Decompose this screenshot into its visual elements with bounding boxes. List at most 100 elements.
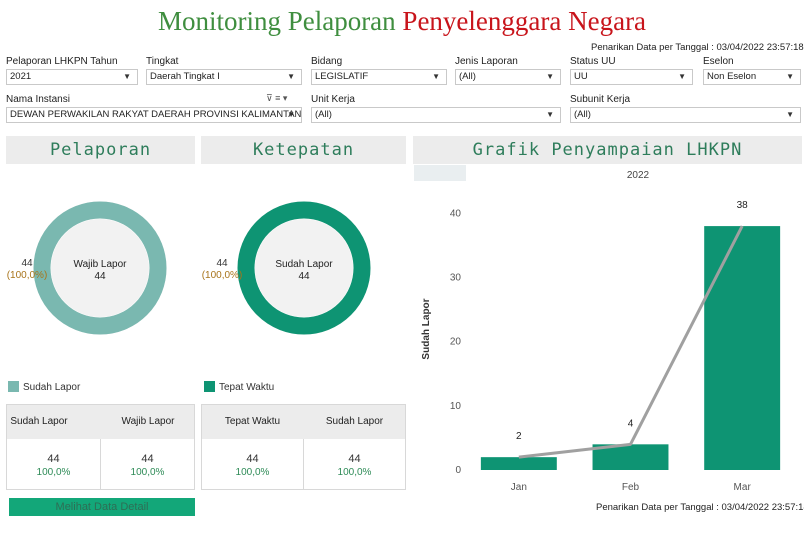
filter-eselon-select[interactable]: Non Eselon ▼ xyxy=(703,69,801,85)
chevron-down-icon: ▼ xyxy=(678,72,686,81)
y-axis-label: Sudah Lapor xyxy=(421,298,432,359)
chevron-down-icon: ▼ xyxy=(546,72,554,81)
filter-tingkat-value: Daerah Tingkat I xyxy=(150,71,220,82)
filter-unit-label: Unit Kerja xyxy=(311,94,355,105)
chevron-down-icon: ▼ xyxy=(287,110,295,119)
title-part-2: Penyelenggara Negara xyxy=(402,6,647,36)
filter-subunit-select[interactable]: (All) ▼ xyxy=(570,107,801,123)
table-header-cell: Sudah Lapor xyxy=(10,416,68,427)
ketepatan-donut[interactable]: Sudah Lapor 44 xyxy=(236,200,372,336)
filter-eselon-value: Non Eselon xyxy=(707,71,757,82)
filter-tahun-select[interactable]: 2021 ▼ xyxy=(6,69,138,85)
clear-filter-icon[interactable]: ⊽ xyxy=(266,93,273,103)
ketepatan-table: Tepat Waktu Sudah Lapor 44 100,0% 44 100… xyxy=(201,404,406,490)
y-tick-label: 20 xyxy=(450,337,462,348)
table-cell: 44 100,0% xyxy=(202,453,303,479)
y-axis-ticks: 0 10 20 30 40 xyxy=(450,208,462,476)
cell-value: 44 xyxy=(348,453,361,465)
cell-value: 44 xyxy=(141,453,154,465)
side-percent: (100,0%) xyxy=(6,270,48,281)
filter-instansi-select[interactable]: DEWAN PERWAKILAN RAKYAT DAERAH PROVINSI … xyxy=(6,107,302,123)
y-tick-label: 40 xyxy=(450,208,462,219)
filter-eselon-label: Eselon xyxy=(703,56,734,67)
chevron-down-icon: ▼ xyxy=(786,110,794,119)
table-header xyxy=(202,405,405,439)
data-labels: 2 4 38 xyxy=(516,200,748,442)
grafik-chart[interactable]: 2022 Sudah Lapor 0 10 20 30 40 2 4 38 Jan Feb Ma… xyxy=(413,164,802,492)
table-cell: 44 100,0% xyxy=(7,453,100,479)
filter-tahun-label: Pelaporan LHKPN Tahun xyxy=(6,56,118,67)
side-percent: (100,0%) xyxy=(201,270,243,281)
bar-mar[interactable] xyxy=(704,226,781,470)
filter-status-value: UU xyxy=(574,71,588,82)
donut-center-label: Sudah Lapor xyxy=(275,259,333,270)
y-tick-label: 10 xyxy=(450,401,462,412)
table-cell: 44 100,0% xyxy=(304,453,405,479)
side-value: 44 xyxy=(216,258,228,269)
x-tick-label: Jan xyxy=(511,482,527,492)
chevron-down-icon[interactable]: ▾ xyxy=(282,93,288,103)
side-value: 44 xyxy=(21,258,33,269)
donut-segment-tepat-waktu[interactable] xyxy=(237,201,371,335)
chart-title: 2022 xyxy=(627,170,650,181)
page-title: Monitoring Pelaporan Penyelenggara Negar… xyxy=(0,6,804,37)
filter-instansi-label: Nama Instansi xyxy=(6,94,70,105)
cell-percent: 100,0% xyxy=(36,467,71,478)
chevron-down-icon: ▼ xyxy=(123,72,131,81)
line-series xyxy=(518,225,744,459)
filter-tingkat-select[interactable]: Daerah Tingkat I ▼ xyxy=(146,69,302,85)
x-tick-label: Feb xyxy=(622,482,640,492)
filter-subunit-label: Subunit Kerja xyxy=(570,94,631,105)
chevron-down-icon: ▼ xyxy=(287,72,295,81)
pelaporan-header: Pelaporan xyxy=(6,136,195,164)
ketepatan-side-label: 44 (100,0%) xyxy=(199,258,245,282)
ketepatan-header: Ketepatan xyxy=(201,136,406,164)
menu-icon[interactable]: ≡ xyxy=(275,93,281,103)
donut-center-value: 44 xyxy=(94,271,106,282)
data-label: 4 xyxy=(628,418,634,429)
donut-center-label: Wajib Lapor xyxy=(74,259,128,270)
filter-bidang-select[interactable]: LEGISLATIF ▼ xyxy=(311,69,447,85)
cell-percent: 100,0% xyxy=(235,467,270,478)
chart-timestamp: Penarikan Data per Tanggal : 03/04/2022 … xyxy=(596,502,804,513)
pelaporan-donut[interactable]: Wajib Lapor 44 xyxy=(32,200,168,336)
filter-tahun-value: 2021 xyxy=(10,71,32,82)
filter-jenis-value: (All) xyxy=(459,71,476,82)
data-label: 38 xyxy=(737,200,749,211)
table-header xyxy=(7,405,194,439)
table-cell: 44 100,0% xyxy=(101,453,194,479)
filter-subunit-value: (All) xyxy=(574,109,591,120)
filter-jenis-select[interactable]: (All) ▼ xyxy=(455,69,561,85)
legend-label: Tepat Waktu xyxy=(219,382,275,393)
x-tick-label: Mar xyxy=(734,482,752,492)
table-divider xyxy=(303,439,304,489)
filter-status-label: Status UU xyxy=(570,56,616,67)
table-header-cell: Tepat Waktu xyxy=(224,416,281,427)
donut-center xyxy=(51,219,149,317)
legend-label: Sudah Lapor xyxy=(23,382,81,393)
filter-unit-value: (All) xyxy=(315,109,332,120)
filter-bidang-value: LEGISLATIF xyxy=(315,71,369,82)
table-header-cell: Wajib Lapor xyxy=(121,416,175,427)
chevron-down-icon: ▼ xyxy=(786,72,794,81)
bar-jan[interactable] xyxy=(480,457,557,470)
chart-toolbar-placeholder xyxy=(414,165,466,181)
title-part-1: Monitoring Pelaporan xyxy=(157,6,396,36)
filter-bidang-label: Bidang xyxy=(311,56,343,67)
legend-swatch xyxy=(8,381,19,392)
donut-segment-sudah-lapor[interactable] xyxy=(33,201,167,335)
filter-instansi-value: DEWAN PERWAKILAN RAKYAT DAERAH PROVINSI … xyxy=(10,109,302,120)
filter-unit-select[interactable]: (All) ▼ xyxy=(311,107,561,123)
donut-center xyxy=(255,219,353,317)
filter-tools[interactable]: ⊽ ≡ ▾ xyxy=(266,93,287,104)
filter-status-select[interactable]: UU ▼ xyxy=(570,69,693,85)
bar-series xyxy=(480,226,781,470)
table-divider xyxy=(100,439,101,489)
view-detail-button[interactable]: Melihat Data Detail xyxy=(9,498,195,516)
data-timestamp: Penarikan Data per Tanggal : 03/04/2022 … xyxy=(591,42,804,53)
grafik-header: Grafik Penyampaian LHKPN xyxy=(413,136,802,164)
data-label: 2 xyxy=(516,431,522,442)
filter-tingkat-label: Tingkat xyxy=(146,56,179,67)
y-tick-label: 0 xyxy=(455,465,461,476)
cell-value: 44 xyxy=(47,453,60,465)
